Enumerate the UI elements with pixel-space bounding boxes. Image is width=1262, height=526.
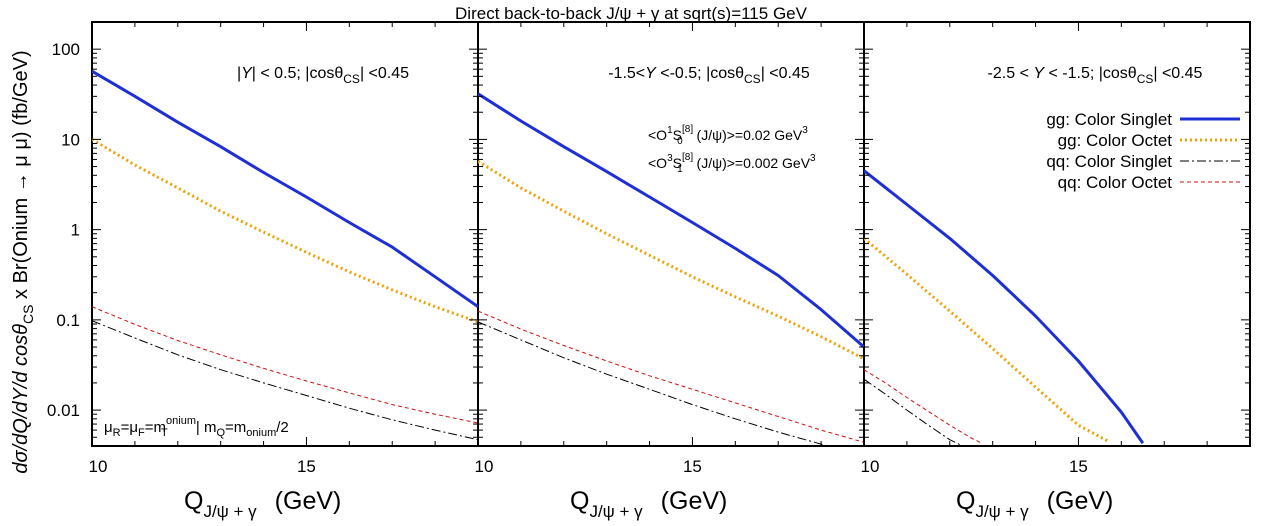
y-axis-label: dσ/dQ/dY/d cosθCS x Br(Onium → μ μ) (fb/… bbox=[10, 50, 36, 473]
series-line bbox=[92, 69, 478, 308]
panel-curves bbox=[864, 169, 1145, 446]
x-tick-label: 10 bbox=[89, 457, 108, 476]
legend-label: gg: Color Octet bbox=[1058, 131, 1173, 150]
scale-annotation: μR=μF=monium T | mQ=monium/2 bbox=[104, 415, 289, 439]
series-line bbox=[864, 378, 961, 446]
x-tick-label: 15 bbox=[297, 457, 316, 476]
panel-frame bbox=[863, 21, 1251, 447]
x-tick-label: 15 bbox=[1069, 457, 1088, 476]
y-tick-label: 0.1 bbox=[56, 311, 80, 330]
legend-label: qq: Color Singlet bbox=[1046, 152, 1172, 171]
cut-label: -2.5 < Y < -1.5; |cosθCS| <0.45 bbox=[988, 65, 1203, 86]
x-axis-label: QJ/ψ + γ (GeV) bbox=[956, 487, 1113, 521]
y-tick-label: 10 bbox=[61, 130, 80, 149]
x-tick-label: 15 bbox=[683, 457, 702, 476]
cut-label: -1.5<Y <-0.5; |cosθCS| <0.45 bbox=[608, 65, 810, 86]
x-axis-label: QJ/ψ + γ (GeV) bbox=[570, 487, 727, 521]
series-line bbox=[92, 306, 478, 424]
series-line bbox=[478, 92, 864, 349]
legend-label: qq: Color Octet bbox=[1058, 173, 1173, 192]
series-line bbox=[864, 237, 1110, 443]
series-line bbox=[478, 160, 864, 361]
x-axis-label: QJ/ψ + γ (GeV) bbox=[184, 487, 341, 521]
x-tick-label: 10 bbox=[861, 457, 880, 476]
panel-curves bbox=[478, 92, 864, 446]
panel-curves bbox=[92, 69, 478, 441]
legend: gg: Color Singlet gg: Color Octet qq: Colo… bbox=[1046, 110, 1240, 192]
series-line bbox=[864, 169, 1145, 445]
series-line bbox=[864, 369, 983, 444]
chart-title: Direct back-to-back J/ψ + γ at sqrt(s)=1… bbox=[455, 4, 808, 23]
legend-label: gg: Color Singlet bbox=[1046, 110, 1172, 129]
ldme-annotation: <O3S[8] 1 (J/ψ)>=0.002 GeV3 bbox=[648, 152, 816, 175]
series-line bbox=[478, 321, 831, 446]
ldme-annotation: <O1S[8] 0 (J/ψ)>=0.02 GeV3 bbox=[648, 124, 808, 147]
series-line bbox=[478, 310, 864, 443]
y-tick-label: 0.01 bbox=[47, 401, 80, 420]
y-tick-label: 100 bbox=[52, 40, 80, 59]
panel-frame bbox=[91, 21, 479, 447]
y-tick-label: 1 bbox=[71, 221, 80, 240]
cut-label: |Y| < 0.5; |cosθCS| <0.45 bbox=[237, 65, 409, 86]
series-line bbox=[92, 320, 478, 441]
series-line bbox=[92, 138, 478, 324]
x-tick-label: 10 bbox=[475, 457, 494, 476]
